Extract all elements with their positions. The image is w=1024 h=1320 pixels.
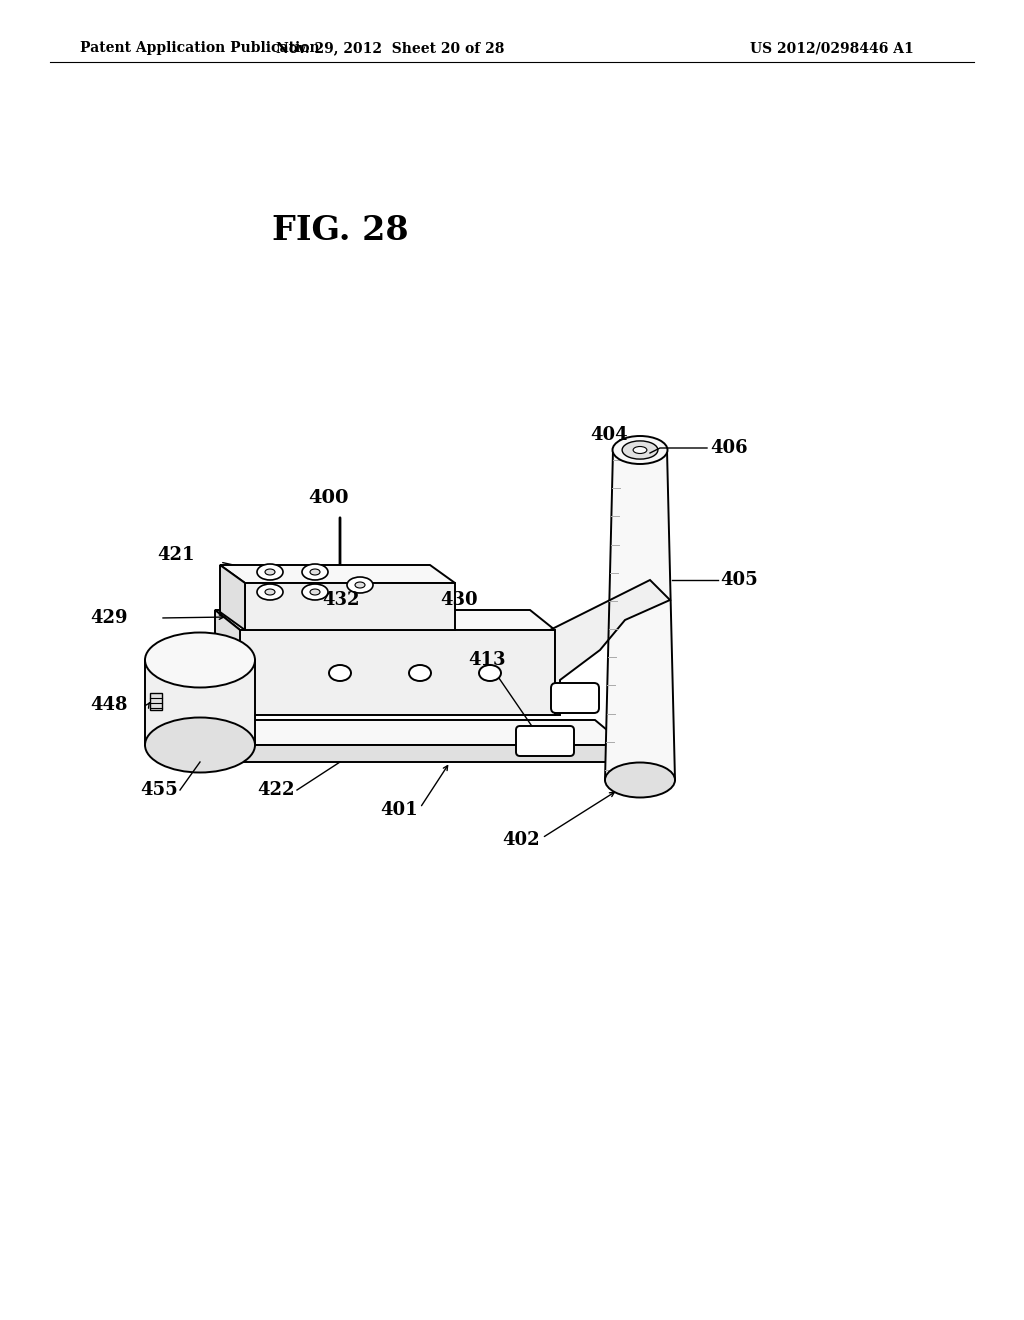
Polygon shape — [605, 450, 675, 780]
Text: 404: 404 — [591, 426, 628, 444]
Ellipse shape — [310, 569, 319, 576]
Text: FIG. 28: FIG. 28 — [271, 214, 409, 247]
Ellipse shape — [479, 665, 501, 681]
Ellipse shape — [355, 582, 365, 587]
Ellipse shape — [329, 665, 351, 681]
Text: 405: 405 — [720, 572, 758, 589]
FancyBboxPatch shape — [551, 682, 599, 713]
Polygon shape — [145, 660, 255, 744]
Polygon shape — [175, 719, 625, 744]
Polygon shape — [220, 565, 245, 630]
Polygon shape — [150, 693, 162, 710]
Ellipse shape — [633, 446, 647, 454]
Ellipse shape — [302, 583, 328, 601]
Text: 421: 421 — [158, 546, 195, 564]
Ellipse shape — [409, 665, 431, 681]
Polygon shape — [215, 610, 555, 630]
Ellipse shape — [265, 589, 275, 595]
Text: Patent Application Publication: Patent Application Publication — [80, 41, 319, 55]
Polygon shape — [245, 583, 455, 630]
FancyBboxPatch shape — [516, 726, 574, 756]
Ellipse shape — [145, 718, 255, 772]
Text: Nov. 29, 2012  Sheet 20 of 28: Nov. 29, 2012 Sheet 20 of 28 — [275, 41, 504, 55]
Ellipse shape — [612, 436, 668, 465]
Text: 432: 432 — [323, 591, 360, 609]
Ellipse shape — [257, 583, 283, 601]
Ellipse shape — [310, 589, 319, 595]
Ellipse shape — [257, 564, 283, 579]
Text: 455: 455 — [140, 781, 178, 799]
Polygon shape — [550, 579, 670, 715]
Text: US 2012/0298446 A1: US 2012/0298446 A1 — [750, 41, 913, 55]
Ellipse shape — [302, 564, 328, 579]
Polygon shape — [175, 719, 205, 762]
Text: 429: 429 — [90, 609, 128, 627]
Polygon shape — [215, 610, 240, 715]
Text: 430: 430 — [440, 591, 477, 609]
Ellipse shape — [145, 632, 255, 688]
Text: 401: 401 — [380, 801, 418, 818]
Ellipse shape — [347, 577, 373, 593]
Text: 402: 402 — [503, 832, 540, 849]
Polygon shape — [220, 565, 455, 583]
Polygon shape — [205, 744, 625, 762]
Ellipse shape — [605, 763, 675, 797]
Text: 406: 406 — [710, 440, 748, 457]
Ellipse shape — [623, 441, 657, 459]
Text: 413: 413 — [468, 651, 506, 669]
Text: 448: 448 — [90, 696, 128, 714]
Text: 422: 422 — [257, 781, 295, 799]
Polygon shape — [240, 630, 555, 715]
Ellipse shape — [265, 569, 275, 576]
Text: 400: 400 — [308, 488, 348, 507]
